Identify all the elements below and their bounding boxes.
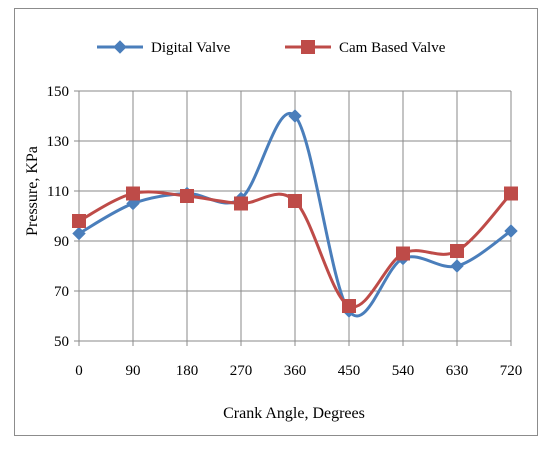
- data-point-cam-based-valve: [72, 214, 86, 228]
- data-point-cam-based-valve: [396, 246, 410, 261]
- x-tick-label: 720: [500, 363, 523, 379]
- data-point-cam-based-valve: [504, 186, 518, 201]
- data-point-digital-valve: [504, 224, 518, 238]
- x-tick-label: 270: [230, 363, 253, 379]
- data-point-digital-valve: [450, 259, 464, 273]
- x-tick-label: 90: [126, 363, 141, 379]
- series: [72, 109, 518, 318]
- series-line-cam-based-valve: [78, 190, 513, 309]
- y-tick-label: 70: [54, 284, 69, 300]
- legend-label: Digital Valve: [151, 40, 231, 56]
- legend: Digital Valve Cam Based Valve: [97, 40, 446, 56]
- data-point-cam-based-valve: [342, 299, 356, 313]
- series-line-digital-valve: [78, 111, 512, 318]
- legend-swatch-marker: [113, 40, 127, 54]
- data-point-digital-valve: [288, 109, 302, 123]
- y-tick-label: 50: [54, 334, 69, 350]
- y-tick-label: 90: [54, 234, 69, 250]
- data-point-cam-based-valve: [126, 186, 140, 201]
- y-tick-label: 150: [47, 84, 70, 100]
- x-tick-label: 180: [176, 363, 199, 379]
- data-point-cam-based-valve: [180, 189, 194, 203]
- chart-frame: 50 70 90 110 130 150 0 90 180 270 360 450 540 630 720 …: [14, 8, 538, 436]
- y-axis-title: Pressure, KPa: [24, 146, 41, 236]
- x-axis-title: Crank Angle, Degrees: [223, 405, 365, 422]
- x-tick-label: 360: [284, 363, 307, 379]
- x-tick-label: 0: [75, 363, 83, 379]
- x-tick-label: 630: [446, 363, 469, 379]
- series-cam-based-valve: [72, 186, 518, 313]
- legend-item-cam-based-valve: Cam Based Valve: [285, 40, 446, 56]
- x-tick-label: 540: [392, 363, 415, 379]
- legend-label: Cam Based Valve: [339, 40, 446, 56]
- y-tick-label: 110: [47, 184, 69, 200]
- legend-item-digital-valve: Digital Valve: [97, 40, 231, 56]
- x-tick-label: 450: [338, 363, 361, 379]
- data-point-cam-based-valve: [288, 194, 302, 208]
- data-point-digital-valve: [72, 226, 86, 241]
- data-point-cam-based-valve: [450, 244, 464, 258]
- legend-swatch-marker: [301, 40, 315, 54]
- axes: 50 70 90 110 130 150 0 90 180 270 360 450 540 630 720: [47, 84, 523, 379]
- data-point-cam-based-valve: [234, 196, 248, 211]
- grid: [79, 90, 512, 342]
- y-tick-label: 130: [47, 134, 70, 150]
